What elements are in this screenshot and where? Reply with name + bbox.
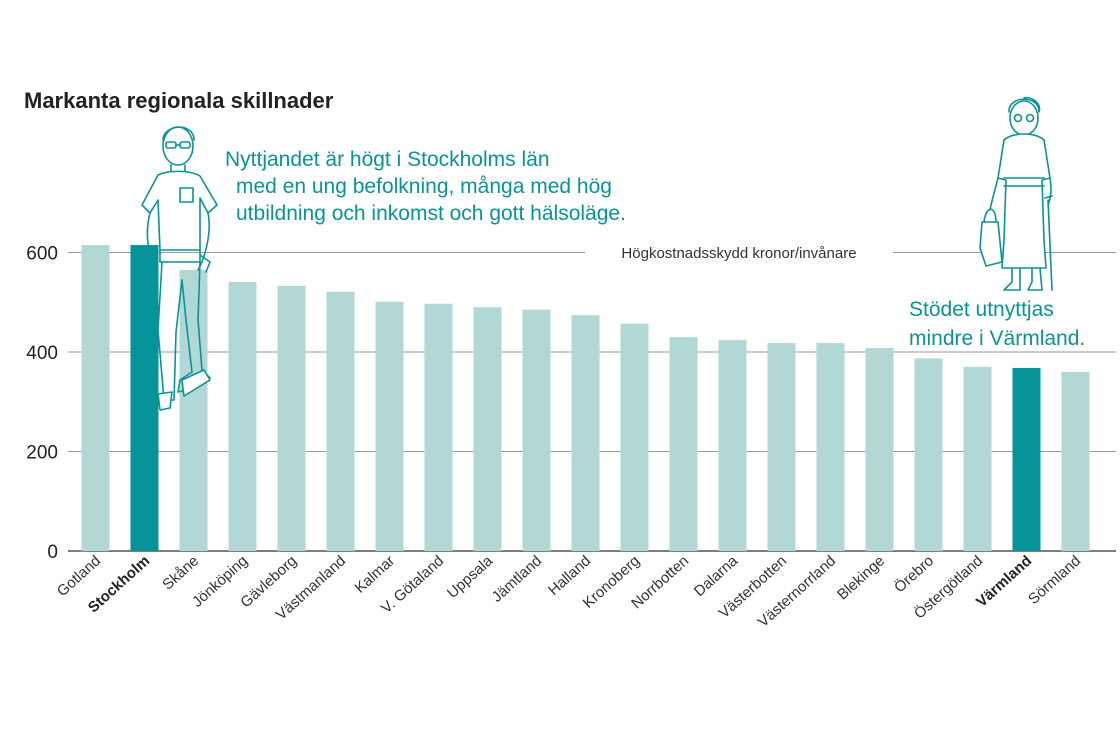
bar-dalarna [718,340,747,551]
unit-label-background [585,240,893,264]
woman-handbag-strap [983,208,997,223]
stockholm-annotation-line-1: Nyttjandet är högt i Stockholms län [225,148,550,171]
man-shirt-pocket [179,187,194,203]
bar-västerbotten [767,343,796,551]
unit-label: Högkostnadsskydd kronor/invånare [621,245,856,262]
category-label: Jämtland [489,552,546,605]
bar-v-götaland [424,303,453,551]
bar-halland [571,315,600,551]
man-hair [162,126,195,141]
varmland-annotation-line-2: mindre i Värmland. [909,327,1085,350]
woman-hair [1008,96,1041,113]
bar-skåne [179,269,208,551]
woman-glasses-right [1025,113,1035,123]
bar-uppsala [473,307,502,551]
bar-västmanland [326,291,355,551]
bar-sörmland [1061,371,1090,551]
bar-kronoberg [620,323,649,551]
woman-handbag [979,221,1003,267]
chart-title: Markanta regionala skillnader [24,88,334,113]
y-axis-ticks: 0 200 400 600 [26,244,58,564]
woman-dress [997,133,1051,269]
woman-waist [1003,177,1045,187]
elderly-woman-illustration [979,96,1053,291]
bar-jönköping [228,281,257,551]
y-tick-label: 600 [26,244,58,265]
man-head [162,126,194,166]
category-label: Skåne [159,552,202,593]
bar-örebro [914,358,943,551]
bar-jämtland [522,309,551,551]
bar-gotland [81,245,110,551]
varmland-annotation-line-1: Stödet utnyttjas [909,298,1054,321]
bars [81,245,1090,551]
bar-östergötland [963,366,992,551]
young-man-illustration [141,126,218,411]
woman-feet [1003,267,1043,291]
stockholm-annotation-line-3: utbildning och inkomst och gott hälsoläg… [236,202,626,225]
woman-cane [1044,195,1053,291]
man-shoe-left [157,391,173,411]
man-shirt [141,170,218,251]
bar-gävleborg [277,285,306,551]
bar-stockholm [130,245,159,551]
stockholm-annotation: Nyttjandet är högt i Stockholms län med … [225,148,626,225]
woman-glasses-left [1013,113,1023,123]
category-label: Örebro [890,552,937,597]
y-tick-label: 400 [26,343,58,364]
man-belt [159,249,211,273]
y-tick-label: 0 [47,542,58,563]
varmland-annotation: Stödet utnyttjas mindre i Värmland. [909,298,1085,350]
category-label: Blekinge [834,552,888,603]
bar-blekinge [865,348,894,551]
bar-värmland [1012,367,1041,551]
stockholm-annotation-line-2: med en ung befolkning, många med hög [236,175,612,198]
category-label: Sörmland [1025,552,1084,608]
category-label: Kalmar [351,552,398,596]
bar-kalmar [375,301,404,551]
bar-västernorrland [816,343,845,551]
man-shoe-right [181,369,211,397]
man-neck [170,164,186,173]
y-tick-label: 200 [26,443,58,464]
bar-norrbotten [669,337,698,551]
